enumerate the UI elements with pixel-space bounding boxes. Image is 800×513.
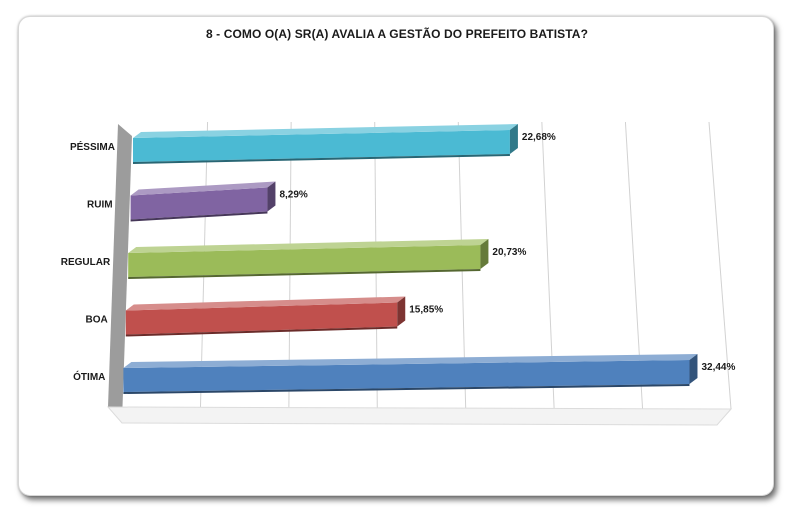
value-label: 32,44% [701,362,735,373]
bar-group [123,354,698,394]
bar-top [130,181,276,196]
category-label: PÉSSIMA [70,140,115,153]
bar-end [397,296,406,327]
bar [128,245,481,277]
bar-group [125,296,406,337]
chart-title: 8 - COMO O(A) SR(A) AVALIA A GESTÃO DO P… [205,27,589,41]
gridline [708,121,732,410]
bar [125,302,398,335]
bar-top [128,239,489,253]
bar [132,130,510,162]
value-label: 20,73% [492,247,526,258]
category-label: RUIM [87,200,113,211]
value-label: 15,85% [409,305,443,316]
bar-end [480,239,489,269]
category-label: ÓTIMA [73,370,105,383]
side-wall [108,124,132,421]
chart-frame: 8 - COMO O(A) SR(A) AVALIA A GESTÃO DO P… [18,16,774,496]
bar-group [130,181,276,222]
bar-end [267,181,276,212]
bar-top [132,124,518,138]
value-label: 22,68% [522,132,556,143]
bar-bottom [123,384,690,394]
category-label: BOA [86,315,108,326]
bar-end [509,124,518,154]
bar-bottom [125,326,398,337]
bar-bottom [128,269,481,279]
bar-bottom [132,154,510,164]
bar [130,187,268,220]
category-label: REGULAR [61,257,111,268]
chart-plot: PÉSSIMA 22,68% RUIM 8,29% REGULAR 20,73% BOA 15… [61,121,736,426]
bar-group [132,124,518,164]
bar-group [128,239,489,279]
bar-top [125,296,406,311]
bar [123,360,690,392]
value-label: 8,29% [279,190,307,201]
bar-top [123,354,698,368]
bar-end [689,354,698,384]
bar-bottom [130,211,268,222]
chart-floor [106,406,733,426]
